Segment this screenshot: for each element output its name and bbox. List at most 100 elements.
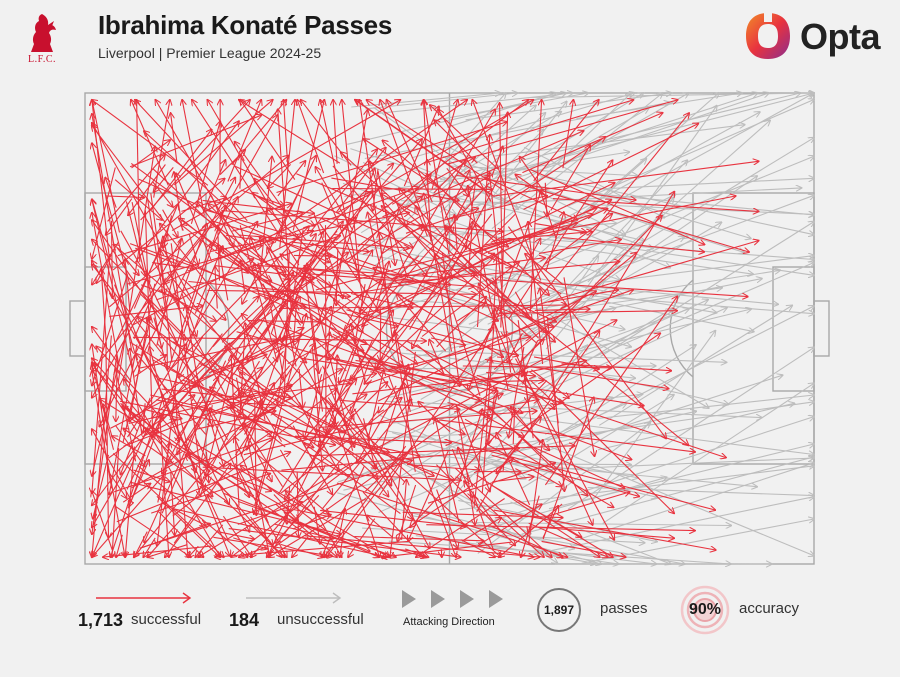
pass-arrow (135, 247, 179, 265)
pass-arrow (319, 217, 556, 322)
pass-arrow (105, 453, 125, 558)
pass-arrow (493, 253, 636, 370)
pass-arrow (426, 524, 695, 531)
pass-arrow (133, 331, 204, 489)
pass-arrow (337, 398, 612, 483)
pass-arrow (340, 529, 345, 557)
pass-arrow (380, 130, 543, 293)
pass-arrow (141, 284, 179, 299)
pass-arrow (491, 454, 640, 496)
pass-arrow (277, 161, 306, 197)
pass-arrow (430, 105, 499, 170)
pass-arrow (374, 108, 649, 266)
pass-arrow (100, 399, 255, 497)
pass-arrow (165, 515, 197, 557)
pass-arrow (391, 157, 475, 205)
pass-arrow (350, 292, 413, 308)
pass-arrow (299, 521, 379, 557)
pass-arrow (481, 93, 814, 179)
pass-arrow (257, 454, 329, 514)
pass-arrow (456, 407, 475, 525)
pass-arrow (335, 148, 386, 213)
pass-arrow (536, 287, 754, 332)
pass-arrow (123, 396, 253, 447)
pass-arrow (554, 306, 814, 439)
pass-arrow (564, 93, 718, 231)
pass-arrow (262, 283, 335, 423)
pass-arrow (296, 173, 427, 230)
pass-arrow (561, 363, 672, 371)
pass-arrow (446, 167, 469, 196)
pass-arrow (316, 168, 375, 327)
page-subtitle: Liverpool | Premier League 2024-25 (98, 45, 322, 61)
pass-arrow (431, 418, 465, 434)
pass-arrow (448, 165, 638, 176)
pass-arrow (92, 327, 132, 382)
pass-arrow (406, 349, 726, 362)
pass-arrow (208, 100, 285, 232)
pass-arrow (495, 279, 747, 297)
pass-arrow (190, 383, 350, 405)
pass-arrow (93, 454, 110, 519)
pass-arrow (453, 280, 605, 385)
pass-arrow (594, 256, 814, 284)
pass-arrow (221, 210, 503, 232)
attacking-direction-icon (402, 590, 503, 608)
pass-arrow (178, 376, 213, 426)
pass-arrow (157, 325, 184, 546)
pass-arrow (492, 257, 497, 323)
pass-arrow (544, 297, 677, 486)
pass-arrow (292, 425, 332, 495)
pass-arrow (528, 495, 540, 533)
pass-arrow (313, 506, 320, 544)
page-title: Ibrahima Konaté Passes (98, 10, 392, 40)
pass-arrow (150, 193, 165, 294)
pass-arrow (514, 291, 531, 320)
pass-arrow (405, 340, 490, 385)
pass-arrow (435, 418, 460, 523)
pass-arrow (285, 344, 315, 388)
pass-arrow (254, 179, 274, 204)
pass-arrow (356, 100, 495, 198)
successful-count: 1,713 (78, 610, 124, 630)
pass-arrow (500, 112, 508, 328)
pass-arrow (326, 294, 362, 369)
pass-arrow (115, 425, 145, 467)
pass-arrow (432, 191, 645, 241)
attacking-direction-label: Attacking Direction (403, 616, 495, 628)
pass-arrow (354, 258, 554, 327)
pass-arrow (92, 323, 129, 476)
pass-arrow (392, 214, 593, 279)
pass-arrow (240, 155, 241, 189)
pass-arrow (338, 382, 387, 430)
pass-arrow (292, 100, 324, 231)
pass-arrow (126, 414, 163, 490)
pass-arrow (116, 452, 290, 523)
pass-arrow (242, 187, 302, 303)
pass-arrow (275, 503, 337, 557)
pass-arrow (247, 245, 323, 361)
opta-logo: Opta (742, 10, 882, 62)
pass-arrow (92, 491, 113, 550)
pass-arrow (346, 309, 519, 356)
pass-arrow (146, 318, 204, 387)
pass-arrow (318, 411, 537, 429)
pass-arrow (138, 178, 329, 262)
successful-legend-arrow (96, 592, 192, 604)
pass-arrow (547, 176, 814, 235)
pass-arrow (129, 283, 156, 422)
pass-arrow (339, 347, 355, 383)
pass-arrow (573, 176, 757, 303)
pass-arrow (462, 366, 612, 368)
pass-arrow (357, 197, 422, 248)
pass-arrow (597, 403, 794, 451)
opta-mark-icon (746, 10, 790, 59)
pass-arrow (298, 369, 303, 407)
pass-arrow (215, 251, 403, 366)
pass-arrow (472, 100, 542, 281)
pass-arrow (530, 421, 631, 459)
pass-arrow (517, 156, 814, 278)
pass-arrow (293, 255, 331, 256)
pass-arrow (268, 164, 291, 188)
pass-arrow (476, 504, 542, 547)
